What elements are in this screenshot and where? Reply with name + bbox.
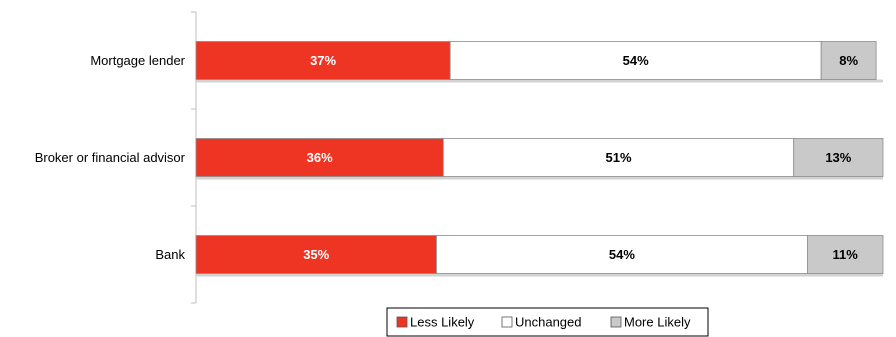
data-label-less-likely-bank: 35% — [303, 247, 329, 262]
legend-swatch-unchanged — [501, 316, 513, 328]
data-label-unchanged-broker-or-financial-advisor: 51% — [605, 150, 631, 165]
bar-unchanged-broker-or-financial-advisor — [442, 138, 795, 177]
category-label-bank: Bank — [155, 247, 185, 262]
bar-unchanged-mortgage-lender — [449, 41, 822, 80]
data-label-more-likely-broker-or-financial-advisor: 13% — [825, 150, 851, 165]
data-label-unchanged-mortgage-lender: 54% — [623, 53, 649, 68]
legend-label-unchanged: Unchanged — [515, 315, 582, 330]
data-label-more-likely-mortgage-lender: 8% — [839, 53, 858, 68]
bar-more-likely-broker-or-financial-advisor — [793, 138, 884, 177]
legend: Less Likely Unchanged More Likely — [386, 307, 709, 337]
category-axis — [191, 11, 197, 304]
bar-less-likely-mortgage-lender — [195, 41, 451, 80]
category-labels: Mortgage lender Broker or financial advis… — [35, 53, 186, 262]
bar-shadow — [196, 273, 883, 277]
bar-more-likely-mortgage-lender — [820, 41, 877, 80]
bar-shadow — [196, 176, 883, 180]
legend-swatch-less-likely — [396, 316, 408, 328]
bar-less-likely-bank — [195, 235, 437, 274]
bar-less-likely-broker-or-financial-advisor — [195, 138, 444, 177]
bars-group: 37% 54% 8% 36% 51% 13% 35% 54% 11% — [195, 41, 884, 277]
legend-label-more-likely: More Likely — [624, 315, 691, 330]
data-label-less-likely-broker-or-financial-advisor: 36% — [307, 150, 333, 165]
data-label-unchanged-bank: 54% — [609, 247, 635, 262]
bar-shadow — [196, 79, 883, 83]
bar-more-likely-bank — [807, 235, 884, 274]
category-label-broker-or-financial-advisor: Broker or financial advisor — [35, 150, 186, 165]
legend-label-less-likely: Less Likely — [410, 315, 475, 330]
legend-swatch-more-likely — [610, 316, 622, 328]
legend-box — [386, 307, 709, 337]
data-label-more-likely-bank: 11% — [833, 247, 859, 262]
data-label-less-likely-mortgage-lender: 37% — [310, 53, 336, 68]
category-label-mortgage-lender: Mortgage lender — [90, 53, 185, 68]
